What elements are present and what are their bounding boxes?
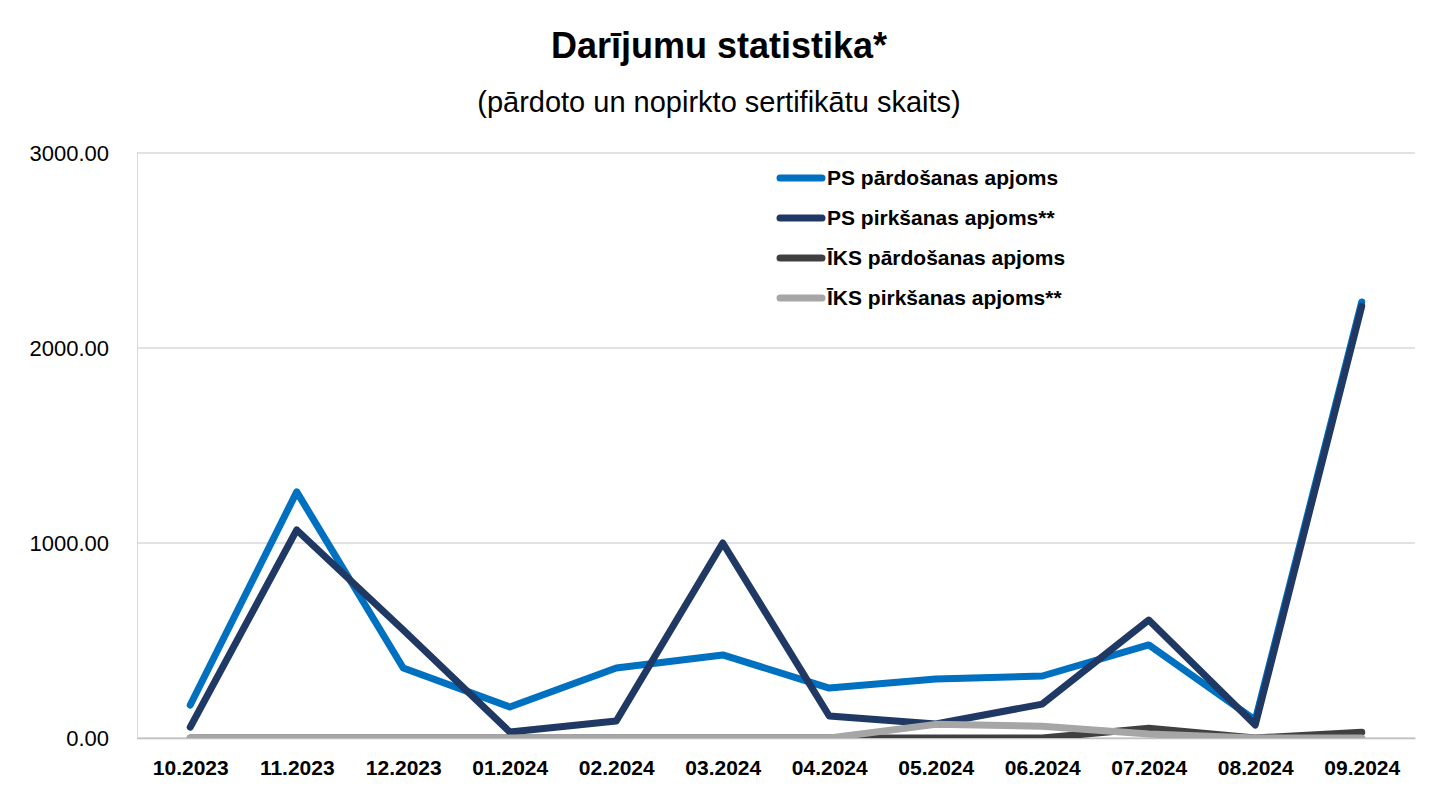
chart-container: Darījumu statistika* (pārdoto un nopirkto… — [0, 0, 1438, 806]
x-tick: 03.2024 — [685, 738, 761, 779]
x-axis-line — [138, 738, 1416, 739]
y-tick: 0.00 — [66, 726, 137, 751]
legend-item: ĪKS pārdošanas apjoms — [780, 246, 1065, 269]
x-tick-label: 03.2024 — [685, 756, 761, 779]
x-tick-label: 07.2024 — [1111, 756, 1187, 779]
legend-item: PS pirkšanas apjoms** — [780, 206, 1055, 229]
y-axis: 0.00 1000.00 2000.00 3000.00 — [29, 141, 137, 751]
x-tick: 01.2024 — [472, 738, 548, 779]
x-tick: 09.2024 — [1324, 738, 1400, 779]
x-tick: 05.2024 — [898, 738, 974, 779]
y-tick-label: 3000.00 — [29, 141, 109, 166]
chart-svg: Darījumu statistika* (pārdoto un nopirkto… — [0, 0, 1438, 806]
legend-label: ĪKS pirkšanas apjoms** — [826, 286, 1062, 309]
grid-line — [137, 152, 1415, 153]
grid — [137, 153, 1415, 738]
x-tick-label: 08.2024 — [1218, 756, 1294, 779]
x-tick-label: 02.2024 — [579, 756, 655, 779]
x-tick-label: 11.2023 — [260, 756, 335, 779]
y-tick-label: 1000.00 — [29, 531, 109, 556]
legend-swatch — [780, 175, 822, 182]
x-tick: 02.2024 — [579, 738, 655, 779]
subtitle: (pārdoto un nopirkto sertifikātu skaits) — [477, 86, 961, 118]
x-tick: 12.2023 — [366, 738, 442, 779]
series-line — [190, 724, 1362, 738]
x-tick: 08.2024 — [1218, 738, 1294, 779]
legend-swatch — [780, 255, 822, 262]
x-tick-label: 01.2024 — [472, 756, 548, 779]
x-tick: 06.2024 — [1005, 738, 1081, 779]
x-tick: 11.2023 — [260, 738, 335, 779]
grid-line — [137, 347, 1415, 348]
x-tick-label: 10.2023 — [153, 756, 229, 779]
legend-item: PS pārdošanas apjoms — [780, 166, 1058, 189]
y-tick-label: 0.00 — [66, 726, 109, 751]
legend-swatch — [780, 295, 822, 302]
title: Darījumu statistika* — [551, 25, 887, 66]
x-tick-label: 09.2024 — [1324, 756, 1400, 779]
legend: PS pārdošanas apjoms PS pirkšanas apjoms*… — [780, 166, 1065, 309]
x-tick: 04.2024 — [792, 738, 868, 779]
series-group — [190, 302, 1362, 738]
legend-swatch — [780, 215, 822, 222]
x-tick: 10.2023 — [153, 738, 229, 779]
legend-label: PS pārdošanas apjoms — [827, 166, 1058, 189]
y-tick: 1000.00 — [29, 531, 137, 556]
x-tick-label: 06.2024 — [1005, 756, 1081, 779]
x-tick-label: 12.2023 — [366, 756, 442, 779]
legend-item: ĪKS pirkšanas apjoms** — [780, 286, 1062, 309]
y-tick: 3000.00 — [29, 141, 137, 166]
x-tick-label: 05.2024 — [898, 756, 974, 779]
y-tick-label: 2000.00 — [29, 336, 109, 361]
legend-label: ĪKS pārdošanas apjoms — [826, 246, 1065, 269]
plot: 0.001000.002000.003000.0010.202311.20231… — [29, 141, 1415, 779]
x-tick-label: 04.2024 — [792, 756, 868, 779]
x-axis: 10.2023 11.2023 12.2023 01.2024 02.2024 03.20… — [138, 738, 1416, 779]
legend-label: PS pirkšanas apjoms** — [827, 206, 1055, 229]
y-tick: 2000.00 — [29, 336, 137, 361]
y-axis-line — [137, 154, 138, 739]
series-line — [190, 306, 1362, 732]
x-tick: 07.2024 — [1111, 738, 1187, 779]
